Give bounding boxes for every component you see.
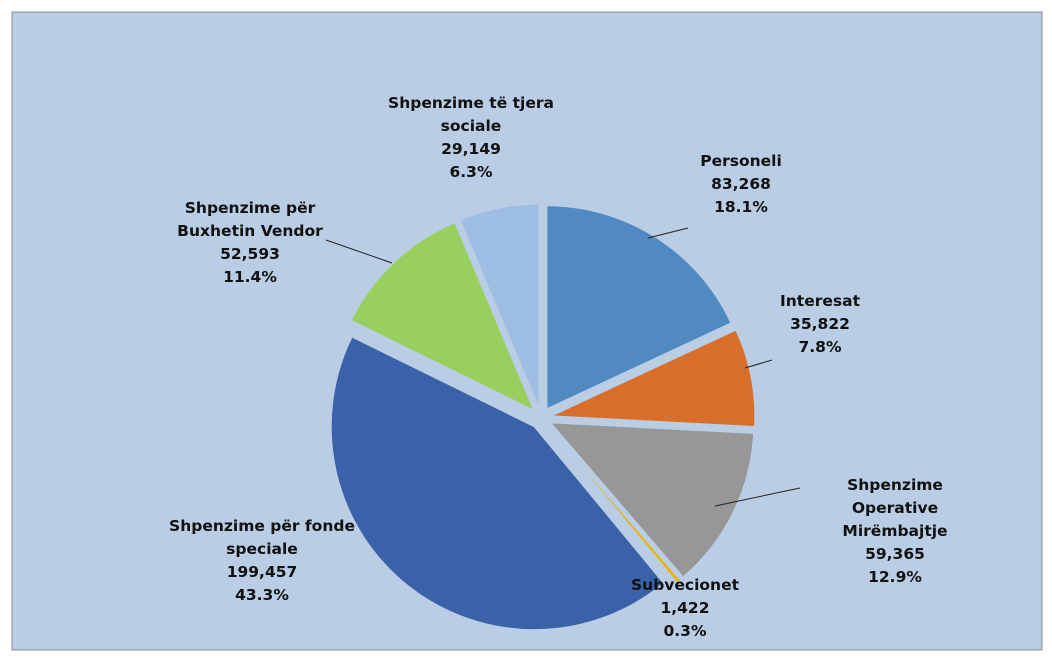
pie-slice [350,222,535,412]
pie-slice [547,426,682,584]
value-label: 29,149 [441,140,501,158]
data-label: Shpenzime të tjera sociale 29,149 6.3% [388,92,554,184]
leader-line [744,359,773,369]
percent-label: 7.8% [798,338,842,356]
category-label: Subvecionet [630,576,740,594]
data-label: Interesat 35,822 7.8% [780,290,860,359]
pie-slice [459,203,540,408]
value-label: 35,822 [790,315,850,333]
value-label: 59,365 [865,545,925,563]
data-label: Subvecionet 1,422 0.3% [631,574,739,643]
data-label: Personeli 83,268 18.1% [700,150,782,219]
category-label: Personeli [700,152,782,170]
percent-label: 43.3% [235,586,289,604]
pie-slice [546,205,732,410]
value-label: 1,422 [660,599,710,617]
data-label: Shpenzime për Buxhetin Vendor 52,593 11.4% [177,197,323,289]
percent-label: 6.3% [449,163,493,181]
value-label: 52,593 [220,245,280,263]
data-label: Shpenzime për fonde speciale 199,457 43.3% [169,515,355,607]
category-label: Interesat [780,292,860,310]
percent-label: 18.1% [714,198,768,216]
pie-slice [330,336,665,631]
pie-slice [549,422,755,578]
data-label: Shpenzime Operative Mirëmbajtje 59,365 12.… [817,474,974,589]
percent-label: 12.9% [868,568,922,586]
leader-line [325,239,393,264]
leader-line [714,487,801,507]
category-label: Shpenzime të tjera sociale [388,94,554,135]
category-label: Shpenzime Operative Mirëmbajtje [842,476,948,540]
category-label: Shpenzime për fonde speciale [169,517,355,558]
percent-label: 11.4% [223,268,277,286]
pie-slice [551,329,756,427]
percent-label: 0.3% [663,622,707,640]
value-label: 199,457 [226,563,298,581]
leader-line [647,227,689,239]
value-label: 83,268 [711,175,771,193]
category-label: Shpenzime për Buxhetin Vendor [177,199,323,240]
